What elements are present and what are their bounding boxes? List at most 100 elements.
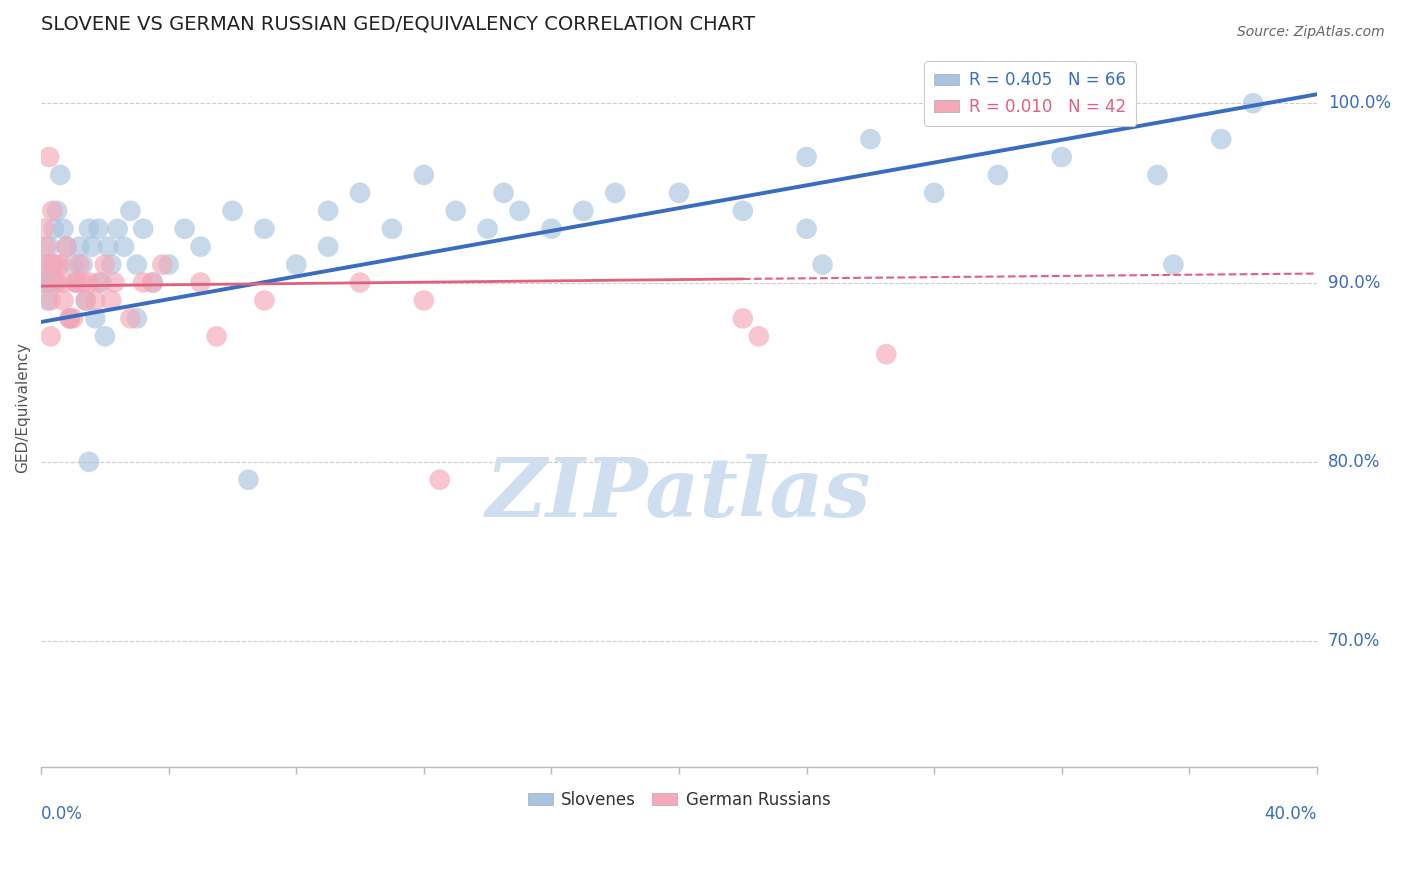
- Point: [142, 276, 165, 290]
- Point: [540, 221, 562, 235]
- Point: [190, 240, 212, 254]
- Point: [37, 293, 59, 308]
- Text: 90.0%: 90.0%: [1329, 274, 1381, 292]
- Point: [77, 221, 100, 235]
- Point: [238, 473, 260, 487]
- Point: [922, 186, 945, 200]
- Point: [748, 329, 770, 343]
- Point: [46, 203, 69, 218]
- Legend: Slovenes, German Russians: Slovenes, German Russians: [520, 784, 837, 815]
- Text: ZIPatlas: ZIPatlas: [486, 454, 872, 534]
- Point: [100, 258, 122, 272]
- Point: [120, 311, 142, 326]
- Point: [125, 311, 148, 326]
- Point: [1241, 96, 1264, 111]
- Point: [94, 329, 117, 343]
- Point: [52, 221, 75, 235]
- Point: [55, 240, 77, 254]
- Point: [492, 186, 515, 200]
- Point: [668, 186, 690, 200]
- Point: [125, 258, 148, 272]
- Point: [41, 258, 63, 272]
- Point: [77, 276, 100, 290]
- Point: [52, 293, 75, 308]
- Point: [132, 221, 155, 235]
- Point: [157, 258, 180, 272]
- Point: [142, 276, 165, 290]
- Point: [796, 221, 818, 235]
- Point: [67, 258, 90, 272]
- Point: [150, 258, 173, 272]
- Point: [1146, 168, 1168, 182]
- Y-axis label: GED/Equivalency: GED/Equivalency: [15, 343, 30, 474]
- Point: [429, 473, 451, 487]
- Point: [55, 240, 77, 254]
- Point: [59, 311, 82, 326]
- Point: [65, 276, 87, 290]
- Point: [42, 258, 65, 272]
- Point: [381, 221, 404, 235]
- Point: [477, 221, 499, 235]
- Point: [65, 276, 87, 290]
- Point: [65, 276, 87, 290]
- Text: 70.0%: 70.0%: [1329, 632, 1381, 650]
- Point: [35, 276, 58, 290]
- Point: [731, 203, 754, 218]
- Point: [605, 186, 627, 200]
- Point: [77, 455, 100, 469]
- Point: [316, 240, 339, 254]
- Point: [72, 276, 94, 290]
- Point: [46, 276, 69, 290]
- Point: [572, 203, 595, 218]
- Point: [221, 203, 243, 218]
- Point: [34, 258, 56, 272]
- Point: [253, 293, 276, 308]
- Point: [205, 329, 228, 343]
- Point: [349, 186, 371, 200]
- Point: [97, 240, 120, 254]
- Point: [38, 150, 60, 164]
- Point: [62, 258, 84, 272]
- Point: [875, 347, 897, 361]
- Point: [87, 276, 110, 290]
- Point: [1163, 258, 1185, 272]
- Point: [75, 293, 97, 308]
- Point: [41, 203, 63, 218]
- Point: [796, 150, 818, 164]
- Point: [987, 168, 1010, 182]
- Point: [87, 221, 110, 235]
- Point: [39, 276, 62, 290]
- Point: [31, 276, 53, 290]
- Point: [112, 240, 135, 254]
- Point: [44, 276, 66, 290]
- Point: [1211, 132, 1233, 146]
- Point: [39, 293, 62, 308]
- Point: [859, 132, 882, 146]
- Point: [42, 221, 65, 235]
- Text: 40.0%: 40.0%: [1264, 805, 1317, 823]
- Point: [38, 240, 60, 254]
- Point: [316, 203, 339, 218]
- Point: [84, 311, 107, 326]
- Text: 0.0%: 0.0%: [41, 805, 83, 823]
- Point: [59, 311, 82, 326]
- Point: [39, 329, 62, 343]
- Point: [285, 258, 308, 272]
- Point: [67, 240, 90, 254]
- Point: [46, 258, 69, 272]
- Point: [49, 168, 72, 182]
- Point: [120, 203, 142, 218]
- Point: [173, 221, 195, 235]
- Point: [72, 258, 94, 272]
- Point: [412, 168, 434, 182]
- Point: [90, 276, 112, 290]
- Point: [444, 203, 467, 218]
- Point: [62, 311, 84, 326]
- Point: [49, 258, 72, 272]
- Point: [107, 221, 129, 235]
- Point: [103, 276, 125, 290]
- Text: Source: ZipAtlas.com: Source: ZipAtlas.com: [1237, 25, 1385, 39]
- Point: [37, 258, 59, 272]
- Point: [253, 221, 276, 235]
- Point: [811, 258, 834, 272]
